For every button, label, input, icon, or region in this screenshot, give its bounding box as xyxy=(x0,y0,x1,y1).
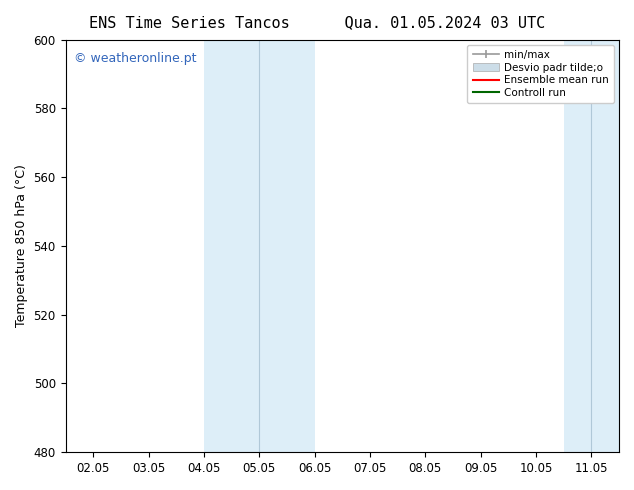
Bar xyxy=(564,40,619,452)
Bar xyxy=(204,40,314,452)
Y-axis label: Temperature 850 hPa (°C): Temperature 850 hPa (°C) xyxy=(15,165,28,327)
Text: © weatheronline.pt: © weatheronline.pt xyxy=(74,52,197,65)
Legend: min/max, Desvio padr tilde;o, Ensemble mean run, Controll run: min/max, Desvio padr tilde;o, Ensemble m… xyxy=(467,45,614,103)
Text: ENS Time Series Tancos      Qua. 01.05.2024 03 UTC: ENS Time Series Tancos Qua. 01.05.2024 0… xyxy=(89,15,545,30)
